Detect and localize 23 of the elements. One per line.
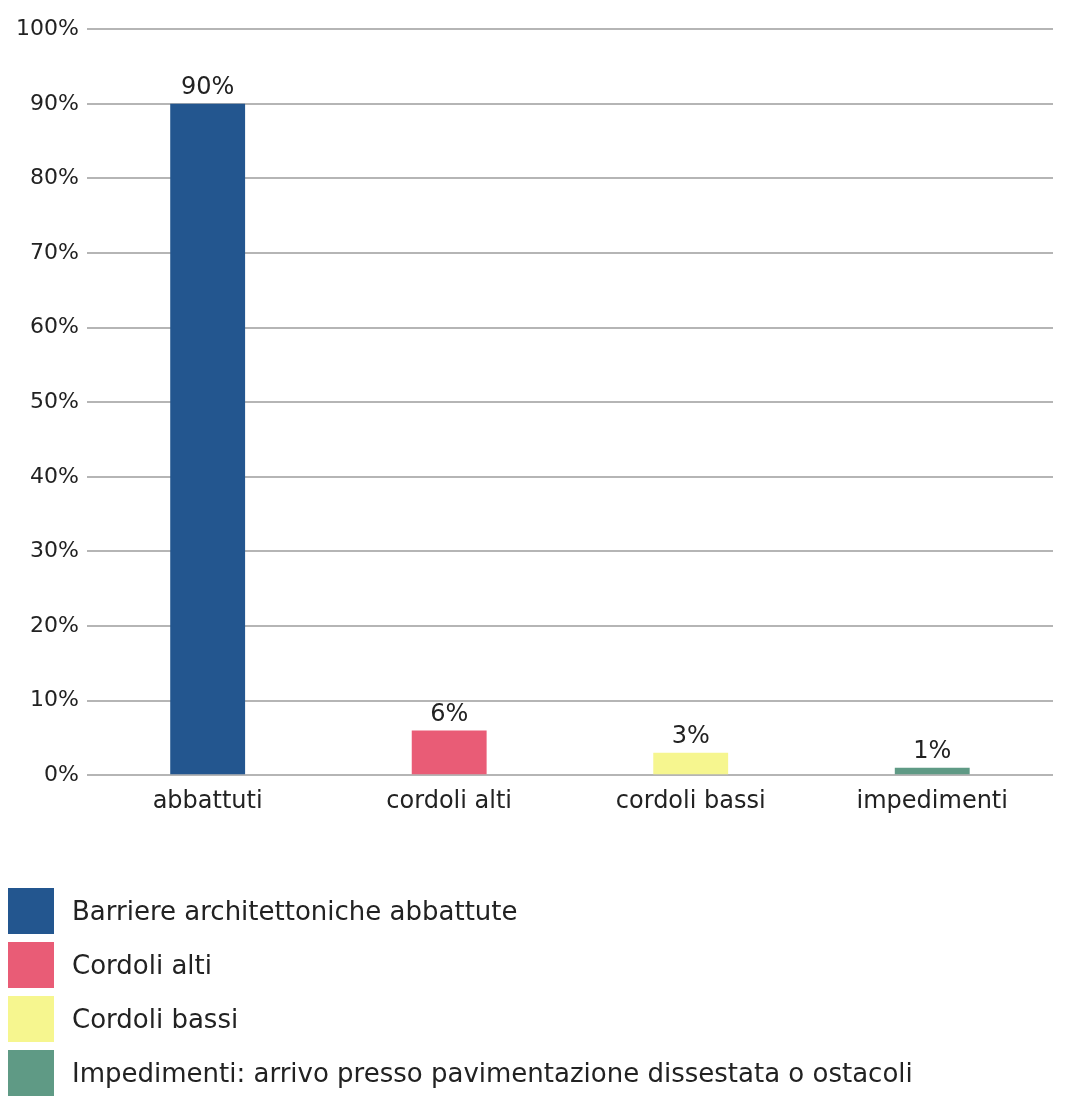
y-tick-label: 70% — [29, 238, 79, 264]
y-tick-label: 100% — [15, 14, 79, 40]
y-tick-label: 90% — [29, 89, 79, 115]
data-label: 90% — [180, 72, 235, 101]
y-tick-label: 10% — [29, 686, 79, 712]
data-label: 3% — [671, 721, 710, 750]
y-tick-label: 20% — [29, 611, 79, 637]
x-tick-label: abbattuti — [152, 785, 263, 814]
legend-label: Cordoli alti — [72, 950, 212, 980]
legend-label: Barriere architettoniche abbattute — [72, 896, 518, 926]
y-tick-label: 80% — [29, 164, 79, 190]
y-tick-label: 50% — [29, 387, 79, 413]
data-label: 1% — [913, 735, 952, 764]
legend-label: Cordoli bassi — [72, 1004, 239, 1034]
y-tick-label: 60% — [29, 313, 79, 339]
y-tick-label: 40% — [29, 462, 79, 488]
x-tick-label: cordoli bassi — [615, 785, 766, 814]
y-tick-label: 0% — [43, 760, 79, 786]
x-tick-label: cordoli alti — [386, 785, 513, 814]
y-tick-label: 30% — [29, 537, 79, 563]
legend-label: Impedimenti: arrivo presso pavimentazione dissestata o ostacoli — [72, 1058, 913, 1088]
x-tick-label: impedimenti — [856, 785, 1008, 814]
data-label: 6% — [430, 698, 469, 727]
